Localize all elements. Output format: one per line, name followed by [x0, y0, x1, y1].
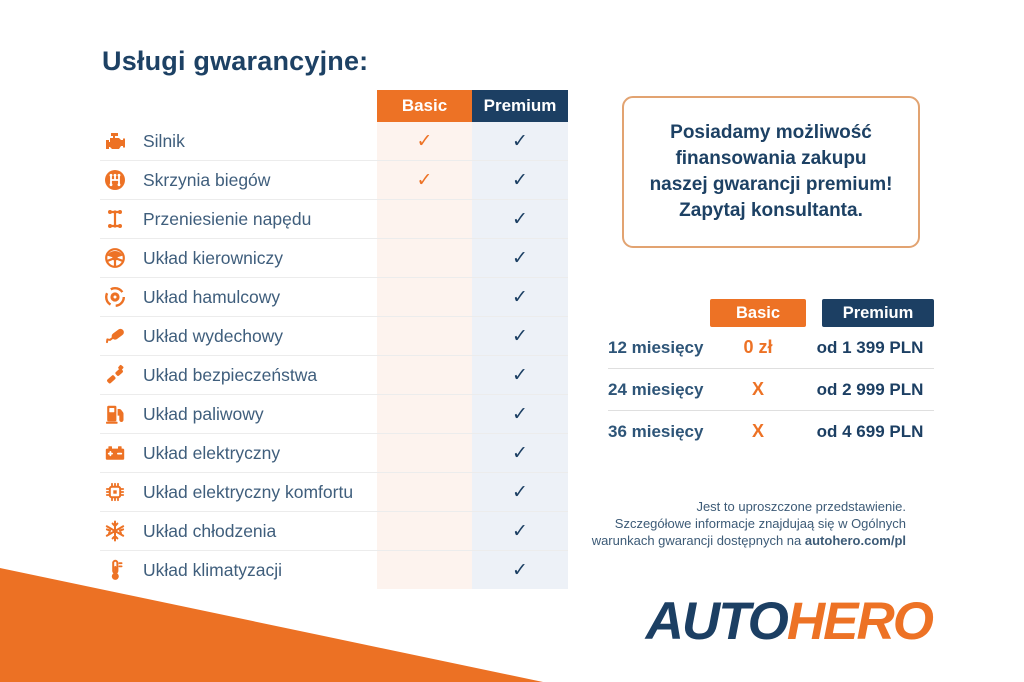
table-row: Układ kierowniczy ✓ — [100, 239, 568, 278]
battery-icon — [102, 440, 128, 466]
table-row: Układ elektryczny komfortu ✓ — [100, 473, 568, 512]
table-row: Układ klimatyzacji ✓ — [100, 551, 568, 589]
row-label: Przeniesienie napędu — [143, 208, 312, 229]
pricing-basic-value: X — [751, 421, 764, 441]
basic-check — [377, 356, 472, 394]
table-row: Silnik ✓ ✓ — [100, 122, 568, 161]
table-row: Układ bezpieczeństwa ✓ — [100, 356, 568, 395]
row-label: Układ bezpieczeństwa — [143, 364, 318, 385]
premium-check: ✓ — [472, 317, 568, 355]
basic-check: ✓ — [377, 161, 472, 199]
premium-check: ✓ — [472, 395, 568, 433]
premium-check: ✓ — [472, 161, 568, 199]
row-label: Układ hamulcowy — [143, 286, 281, 307]
premium-check: ✓ — [472, 278, 568, 316]
pricing-premium-header: Premium — [822, 299, 934, 327]
basic-check — [377, 473, 472, 511]
pricing-row: 12 miesięcy 0 zł od 1 399 PLN — [608, 327, 934, 369]
table-row: Układ paliwowy ✓ — [100, 395, 568, 434]
footnote-line: Szczegółowe informacje znajdujaą się w O… — [614, 516, 906, 531]
premium-check: ✓ — [472, 122, 568, 160]
pricing-row: 24 miesięcy X od 2 999 PLN — [608, 369, 934, 411]
chip-icon — [102, 479, 128, 505]
pricing-premium-value: od 2 999 PLN — [816, 379, 924, 399]
legal-footnote: Jest to uproszczone przedstawienie. Szcz… — [560, 498, 906, 549]
drivetrain-icon — [102, 206, 128, 232]
financing-line: naszej gwarancji premium! — [649, 174, 893, 195]
pricing-basic-value: 0 zł — [743, 337, 773, 357]
pricing-basic-header: Basic — [710, 299, 806, 327]
table-row: Układ hamulcowy ✓ — [100, 278, 568, 317]
premium-check: ✓ — [472, 512, 568, 550]
pricing-premium-value: od 1 399 PLN — [816, 337, 924, 357]
row-label: Układ kierowniczy — [143, 247, 284, 268]
snowflake-icon — [102, 518, 128, 544]
row-label: Układ elektryczny — [143, 442, 281, 463]
basic-check — [377, 434, 472, 472]
logo-auto-part: AUTO — [645, 592, 789, 651]
pricing-premium-value: od 4 699 PLN — [816, 421, 924, 441]
logo-hero-part: HERO — [786, 592, 934, 651]
table-row: Układ elektryczny ✓ — [100, 434, 568, 473]
basic-check — [377, 278, 472, 316]
basic-check — [377, 239, 472, 277]
engine-icon — [102, 128, 128, 154]
warranty-comparison-table: Basic Premium Silnik ✓ ✓ Skrzynia biegów… — [100, 90, 568, 589]
pricing-table: Basic Premium 12 miesięcy 0 zł od 1 399 … — [608, 299, 934, 452]
gearbox-icon — [102, 167, 128, 193]
thermometer-icon — [102, 557, 128, 583]
financing-line: Posiadamy możliwość — [670, 122, 872, 143]
seatbelt-icon — [102, 362, 128, 388]
website-link: autohero.com/pl — [804, 533, 906, 548]
table-row: Układ wydechowy ✓ — [100, 317, 568, 356]
row-label: Silnik — [143, 130, 185, 151]
row-label: Układ wydechowy — [143, 325, 284, 346]
financing-line: finansowania zakupu — [675, 148, 867, 169]
pricing-period: 12 miesięcy — [608, 337, 704, 357]
premium-check: ✓ — [472, 200, 568, 238]
premium-check: ✓ — [472, 551, 568, 589]
table-row: Skrzynia biegów ✓ ✓ — [100, 161, 568, 200]
pricing-basic-value: X — [751, 379, 764, 399]
premium-check: ✓ — [472, 356, 568, 394]
footnote-line: warunkach gwarancji dostępnych na autohe… — [591, 533, 906, 548]
basic-check — [377, 317, 472, 355]
basic-check: ✓ — [377, 122, 472, 160]
brake-disc-icon — [102, 284, 128, 310]
pricing-header-row: Basic Premium — [608, 299, 934, 327]
basic-column-header: Basic — [377, 90, 472, 122]
row-label: Skrzynia biegów — [143, 169, 271, 190]
steering-wheel-icon — [102, 245, 128, 271]
row-label: Układ klimatyzacji — [143, 559, 283, 580]
premium-check: ✓ — [472, 434, 568, 472]
premium-column-header: Premium — [472, 90, 568, 122]
basic-check — [377, 200, 472, 238]
footnote-line: Jest to uproszczone przedstawienie. — [696, 499, 906, 514]
autohero-logo: AUTOHERO — [600, 592, 934, 652]
row-label: Układ chłodzenia — [143, 520, 277, 541]
fuel-pump-icon — [102, 401, 128, 427]
pricing-row: 36 miesięcy X od 4 699 PLN — [608, 411, 934, 452]
basic-check — [377, 551, 472, 589]
premium-check: ✓ — [472, 239, 568, 277]
basic-check — [377, 512, 472, 550]
table-row: Układ chłodzenia ✓ — [100, 512, 568, 551]
premium-check: ✓ — [472, 473, 568, 511]
row-label: Układ paliwowy — [143, 403, 264, 424]
page-title: Usługi gwarancyjne: — [102, 46, 369, 76]
exhaust-icon — [102, 323, 128, 349]
financing-line: Zapytaj konsultanta. — [679, 200, 863, 221]
financing-info-box: Posiadamy możliwość finansowania zakupu … — [622, 96, 920, 248]
pricing-period: 36 miesięcy — [608, 421, 704, 441]
table-row: Przeniesienie napędu ✓ — [100, 200, 568, 239]
basic-check — [377, 395, 472, 433]
row-label: Układ elektryczny komfortu — [143, 481, 354, 502]
pricing-period: 24 miesięcy — [608, 379, 704, 399]
comparison-header-row: Basic Premium — [100, 90, 568, 122]
